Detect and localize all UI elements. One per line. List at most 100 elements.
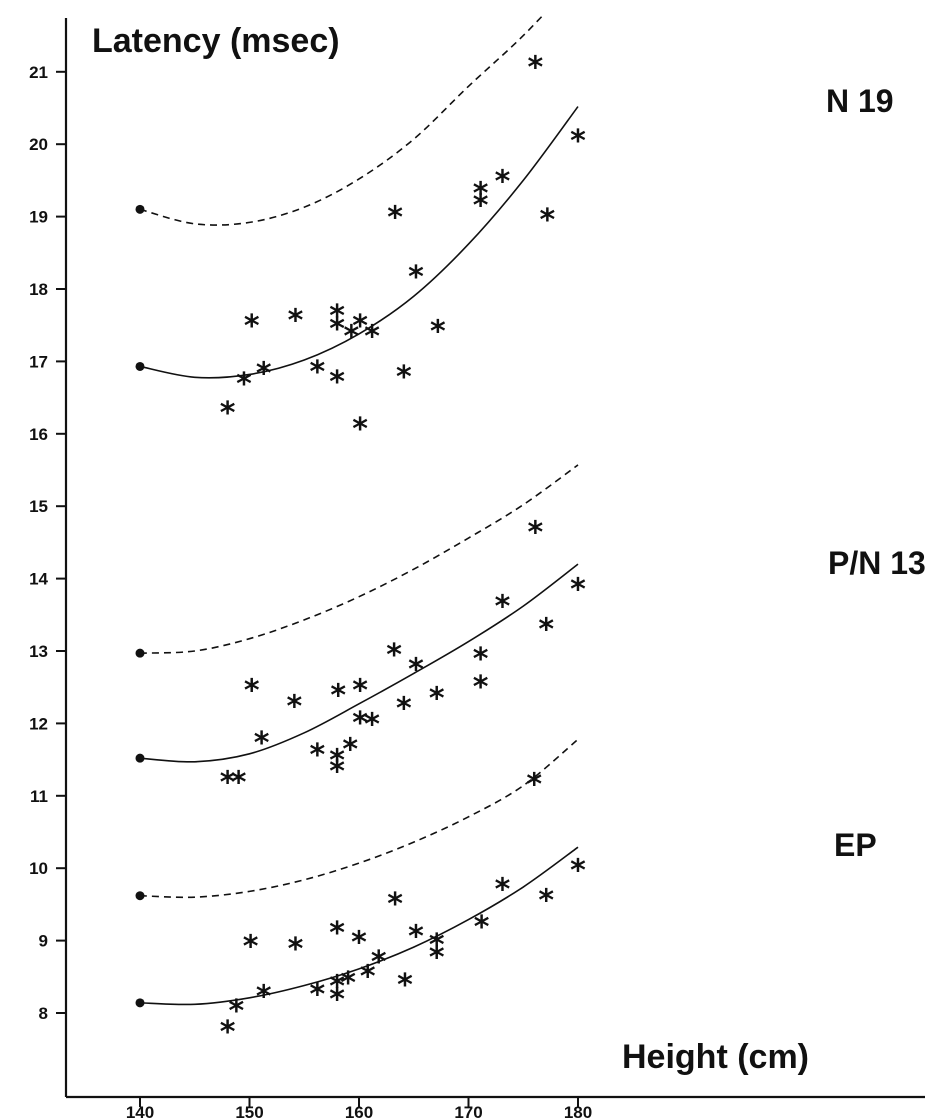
upper-bound-curve-pn13	[139, 464, 579, 654]
data-point-pn13: *	[220, 765, 236, 800]
fit-start-dot-pn13	[135, 753, 145, 763]
y-tick-label: 15	[29, 497, 48, 516]
upper-start-dot-ep	[135, 891, 145, 901]
fit-curve-pn13	[139, 563, 579, 763]
upper-start-dot-pn13	[135, 648, 145, 658]
data-point-pn13: *	[473, 670, 489, 705]
x-tick-label: 180	[564, 1103, 592, 1120]
data-point-pn13: *	[570, 573, 586, 608]
y-tick-label: 20	[29, 135, 48, 154]
data-point-pn13: *	[473, 642, 489, 677]
data-point-ep: *	[408, 920, 424, 955]
y-tick-label: 18	[29, 280, 48, 299]
data-point-ep: *	[229, 994, 245, 1029]
data-point-pn13: *	[342, 733, 358, 768]
data-point-pn13: *	[330, 678, 346, 713]
upper-start-dot-n19	[135, 204, 145, 214]
y-tick-label: 21	[29, 63, 48, 82]
upper-bound-curve-n19	[139, 14, 546, 226]
data-point-pn13: *	[364, 707, 380, 742]
data-point-pn13: *	[244, 673, 260, 708]
data-point-n19: *	[408, 260, 424, 295]
data-point-n19: *	[473, 177, 489, 212]
data-point-n19: *	[256, 356, 272, 391]
data-points: ****** ************* ********** ***********…	[220, 51, 586, 1050]
data-point-ep: *	[340, 966, 356, 1001]
x-axis-title: Height (cm)	[622, 1038, 809, 1076]
y-tick-label: 12	[29, 714, 48, 733]
x-tick-label: 140	[126, 1103, 154, 1120]
data-point-ep: *	[329, 969, 345, 1004]
data-point-n19: *	[396, 360, 412, 395]
y-tick-label: 9	[39, 932, 48, 951]
series-label-n19: N 19	[826, 83, 894, 119]
data-point-ep: *	[538, 883, 554, 918]
upper-bound-curve-ep	[139, 738, 579, 899]
data-point-n19: *	[495, 164, 511, 199]
data-point-ep: *	[220, 1015, 236, 1050]
data-point-pn13: *	[429, 681, 445, 716]
data-point-ep: *	[429, 941, 445, 976]
data-point-n19: *	[352, 412, 368, 447]
x-tick-label: 150	[235, 1103, 263, 1120]
data-point-pn13: *	[527, 516, 543, 551]
data-point-pn13: *	[408, 652, 424, 687]
series-label-pn13: P/N 13	[828, 545, 926, 581]
data-point-ep: *	[429, 928, 445, 963]
curves	[135, 14, 579, 1008]
y-tick-label: 17	[29, 352, 48, 371]
data-point-pn13: *	[396, 691, 412, 726]
data-point-pn13: *	[538, 613, 554, 648]
data-point-n19: *	[570, 124, 586, 159]
y-tick-label: 13	[29, 642, 48, 661]
fit-start-dot-n19	[135, 361, 145, 371]
data-point-pn13: *	[287, 689, 303, 724]
data-point-n19: *	[288, 303, 304, 338]
data-point-pn13: *	[352, 706, 368, 741]
data-point-ep: *	[526, 767, 542, 802]
x-tick-label: 170	[454, 1103, 482, 1120]
y-tick-label: 8	[39, 1004, 48, 1023]
y-tick-label: 16	[29, 425, 48, 444]
data-point-ep: *	[329, 983, 345, 1018]
data-point-ep: *	[351, 925, 367, 960]
data-point-n19: *	[236, 367, 252, 402]
data-point-ep: *	[310, 977, 326, 1012]
y-tick-label: 11	[30, 787, 48, 806]
data-point-ep: *	[495, 872, 511, 907]
data-point-pn13: *	[329, 754, 345, 789]
data-point-pn13: *	[310, 738, 326, 773]
data-point-pn13: *	[386, 638, 402, 673]
data-point-n19: *	[329, 299, 345, 334]
data-point-ep: *	[387, 887, 403, 922]
data-point-pn13: *	[352, 673, 368, 708]
data-point-ep: *	[243, 930, 259, 965]
data-point-n19: *	[527, 51, 543, 86]
data-point-n19: *	[473, 188, 489, 223]
data-point-n19: *	[352, 309, 368, 344]
data-point-n19: *	[343, 319, 359, 354]
data-point-pn13: *	[495, 589, 511, 624]
y-tick-label: 10	[29, 859, 48, 878]
y-tick-label: 14	[29, 570, 48, 589]
data-point-n19: *	[539, 203, 555, 238]
data-point-ep: *	[371, 945, 387, 980]
data-point-n19: *	[430, 314, 446, 349]
data-point-ep: *	[288, 932, 304, 967]
fit-start-dot-ep	[135, 998, 145, 1008]
x-tick-label: 160	[345, 1103, 373, 1120]
data-point-n19: *	[220, 396, 236, 431]
data-point-pn13: *	[329, 744, 345, 779]
data-point-ep: *	[397, 968, 413, 1003]
y-tick-label: 19	[29, 208, 48, 227]
data-point-ep: *	[329, 916, 345, 951]
data-point-n19: *	[387, 201, 403, 236]
data-point-ep: *	[360, 959, 376, 994]
y-axis-title: Latency (msec)	[92, 22, 340, 60]
data-point-ep: *	[256, 980, 272, 1015]
data-point-n19: *	[329, 312, 345, 347]
series-label-ep: EP	[834, 827, 877, 863]
data-point-n19: *	[364, 319, 380, 354]
data-point-pn13: *	[254, 726, 270, 761]
